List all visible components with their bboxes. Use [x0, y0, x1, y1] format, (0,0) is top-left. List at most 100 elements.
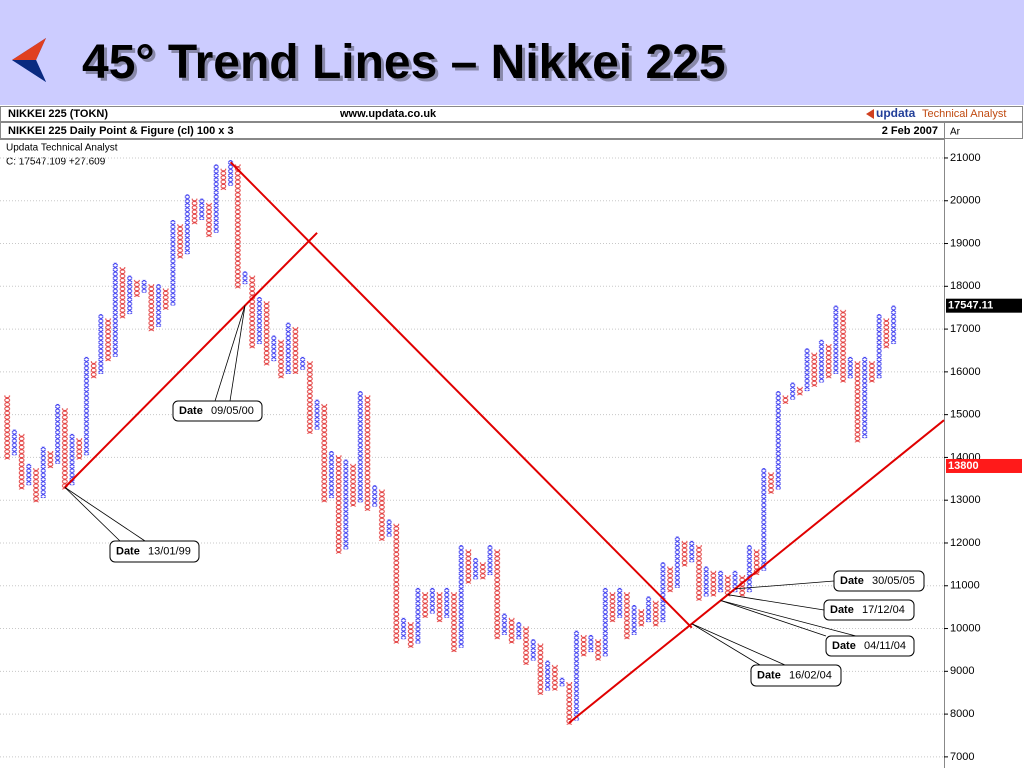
o-column: [753, 549, 760, 576]
callout-leader: [734, 580, 835, 590]
o-column: [883, 318, 890, 349]
o-column: [349, 463, 357, 507]
price-flag-label: 13800: [948, 460, 979, 472]
x-column: [256, 296, 263, 345]
o-column: [176, 224, 184, 259]
o-column: [522, 626, 530, 665]
callout-label: Date: [116, 545, 140, 557]
o-column: [393, 523, 400, 644]
o-column: [407, 622, 415, 648]
x-column: [832, 305, 840, 375]
callout-label: Date: [832, 640, 856, 652]
x-column: [83, 356, 90, 456]
x-column: [140, 279, 148, 293]
o-column: [61, 408, 69, 490]
x-column: [443, 587, 451, 618]
x-column: [472, 557, 479, 580]
x-column: [760, 468, 768, 571]
x-column: [68, 433, 76, 486]
o-column: [263, 301, 270, 366]
callout-box: [833, 570, 925, 592]
callout-label: Date: [830, 604, 854, 616]
o-column: [652, 600, 660, 627]
x-column: [529, 639, 537, 661]
callout-label: Date: [840, 575, 864, 587]
x-column: [371, 485, 379, 507]
o-column: [738, 575, 746, 597]
o-column: [3, 395, 11, 460]
y-tick-label: 8000: [950, 708, 974, 720]
x-column: [890, 305, 897, 345]
o-column: [220, 168, 227, 191]
date-callout: Date 17/12/04: [727, 594, 915, 621]
o-column: [681, 540, 688, 567]
x-column: [342, 459, 350, 550]
trend-line: [568, 419, 945, 724]
o-column: [508, 617, 515, 644]
o-column: [90, 361, 97, 379]
o-column: [623, 592, 631, 640]
y-tick-label: 16000: [950, 366, 981, 378]
callout-leader: [214, 305, 246, 402]
o-column: [378, 489, 386, 541]
o-column: [364, 395, 371, 511]
website: www.updata.co.uk: [339, 108, 437, 120]
o-column: [565, 682, 573, 725]
date-callout: Date 09/05/00: [172, 305, 263, 422]
x-column: [198, 198, 206, 220]
columns: [3, 160, 897, 725]
callout-label: Date: [757, 669, 781, 681]
o-column: [839, 309, 847, 383]
o-column: [479, 562, 487, 580]
callout-date: 16/02/04: [789, 669, 832, 681]
o-column: [234, 164, 242, 289]
o-column: [450, 592, 458, 653]
o-column: [638, 609, 645, 627]
x-column: [573, 630, 580, 721]
o-column: [724, 575, 732, 597]
price-flag: [946, 298, 1022, 313]
y-tick-label: 21000: [950, 152, 981, 164]
x-column: [645, 596, 652, 623]
date-callout: Date 04/11/04: [720, 600, 915, 657]
o-column: [825, 344, 833, 379]
x-column: [155, 284, 162, 327]
x-column: [54, 403, 61, 464]
y-tick-label: 9000: [950, 665, 974, 677]
callout-date: 04/11/04: [864, 640, 906, 652]
x-column: [111, 262, 119, 357]
o-column: [119, 267, 126, 319]
o-column: [162, 288, 170, 310]
x-column: [544, 660, 551, 691]
o-column: [320, 403, 328, 503]
trend-line: [64, 232, 318, 489]
x-column: [385, 519, 393, 537]
x-column: [717, 570, 724, 593]
x-column: [558, 677, 566, 687]
o-column: [104, 318, 112, 362]
x-column: [659, 562, 667, 623]
x-column: [601, 587, 609, 657]
callout-date: 13/01/99: [148, 545, 191, 557]
x-column: [184, 194, 191, 255]
x-column: [674, 536, 681, 588]
title-bar: [0, 0, 1024, 105]
o-column: [666, 566, 674, 593]
x-column: [875, 314, 883, 379]
x-column: [774, 391, 782, 490]
callout-box: [109, 540, 200, 563]
x-column: [284, 322, 292, 375]
x-column: [11, 429, 18, 456]
x-column: [731, 570, 739, 593]
x-column: [515, 622, 523, 640]
y-tick-label: 10000: [950, 622, 981, 634]
x-column: [746, 545, 753, 593]
symbol: NIKKEI 225 (TOKN): [8, 108, 108, 120]
o-column: [436, 592, 443, 623]
price-flag: [946, 458, 1022, 473]
x-column: [39, 446, 47, 499]
o-column: [32, 468, 40, 503]
date-callout: Date 30/05/05: [734, 570, 925, 592]
x-column: [486, 545, 494, 576]
